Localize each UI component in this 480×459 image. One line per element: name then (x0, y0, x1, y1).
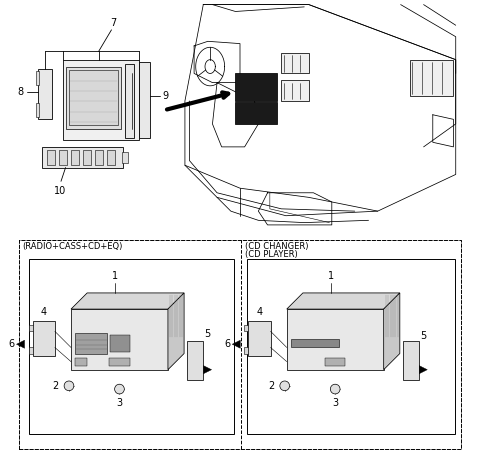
Bar (139, 62, 151, 138)
Bar (95, 150, 103, 165)
Text: 4: 4 (41, 307, 47, 317)
Polygon shape (384, 293, 400, 369)
Polygon shape (16, 340, 24, 348)
Bar (36, 71, 39, 85)
Polygon shape (168, 293, 184, 369)
Bar (125, 64, 133, 138)
Text: 2: 2 (53, 381, 59, 391)
Text: 3: 3 (332, 398, 338, 408)
Bar (248, 321, 271, 356)
Bar (63, 60, 139, 140)
Circle shape (115, 384, 124, 394)
Bar (42, 147, 123, 168)
Bar (291, 339, 339, 347)
Bar (71, 150, 79, 165)
Text: 2: 2 (268, 381, 275, 391)
Text: 1: 1 (112, 271, 119, 281)
Bar (281, 53, 309, 73)
Polygon shape (419, 366, 427, 374)
Text: 5: 5 (204, 330, 211, 339)
Text: (CD PLAYER): (CD PLAYER) (245, 250, 297, 259)
Bar (235, 102, 276, 124)
Bar (247, 259, 455, 434)
Text: 8: 8 (17, 87, 24, 97)
Bar (29, 325, 33, 331)
Polygon shape (232, 340, 240, 348)
Bar (33, 321, 55, 356)
Text: (CD CHANGER): (CD CHANGER) (245, 242, 308, 252)
Bar (244, 325, 248, 331)
Circle shape (128, 351, 133, 356)
Text: 6: 6 (8, 339, 14, 349)
Text: 5: 5 (420, 331, 426, 341)
Circle shape (135, 351, 140, 356)
Circle shape (64, 381, 74, 391)
Bar (403, 341, 419, 380)
Bar (325, 358, 345, 366)
Circle shape (344, 353, 349, 358)
Text: 1: 1 (328, 271, 334, 281)
Bar (110, 336, 130, 352)
Circle shape (337, 353, 342, 358)
Circle shape (331, 353, 336, 358)
Text: 10: 10 (54, 186, 66, 196)
Polygon shape (71, 293, 184, 309)
Circle shape (122, 351, 127, 356)
Bar (107, 150, 115, 165)
Bar (187, 341, 204, 380)
Bar (122, 152, 128, 163)
Text: 3: 3 (117, 398, 122, 408)
Bar (83, 150, 91, 165)
Text: 9: 9 (162, 91, 168, 101)
Bar (59, 150, 67, 165)
Bar (36, 103, 39, 117)
Circle shape (109, 351, 114, 356)
Polygon shape (204, 366, 212, 374)
Bar (75, 333, 108, 353)
Bar (71, 309, 168, 369)
Circle shape (324, 353, 330, 358)
Text: 4: 4 (257, 307, 263, 317)
Bar (29, 259, 235, 434)
Bar (29, 347, 33, 353)
Bar (109, 358, 130, 366)
Bar (235, 73, 276, 101)
Bar (38, 69, 52, 119)
Bar (244, 347, 248, 353)
Circle shape (330, 384, 340, 394)
Bar (67, 67, 120, 129)
Polygon shape (287, 293, 400, 309)
Text: 6: 6 (224, 339, 230, 349)
Bar (75, 358, 87, 366)
Bar (287, 309, 384, 369)
Bar (69, 70, 119, 125)
Bar (47, 150, 56, 165)
Circle shape (280, 381, 289, 391)
Text: 7: 7 (111, 17, 117, 28)
Bar (281, 80, 309, 101)
Text: (RADIO+CASS+CD+EQ): (RADIO+CASS+CD+EQ) (22, 242, 122, 252)
Circle shape (115, 351, 120, 356)
Bar (410, 60, 454, 96)
